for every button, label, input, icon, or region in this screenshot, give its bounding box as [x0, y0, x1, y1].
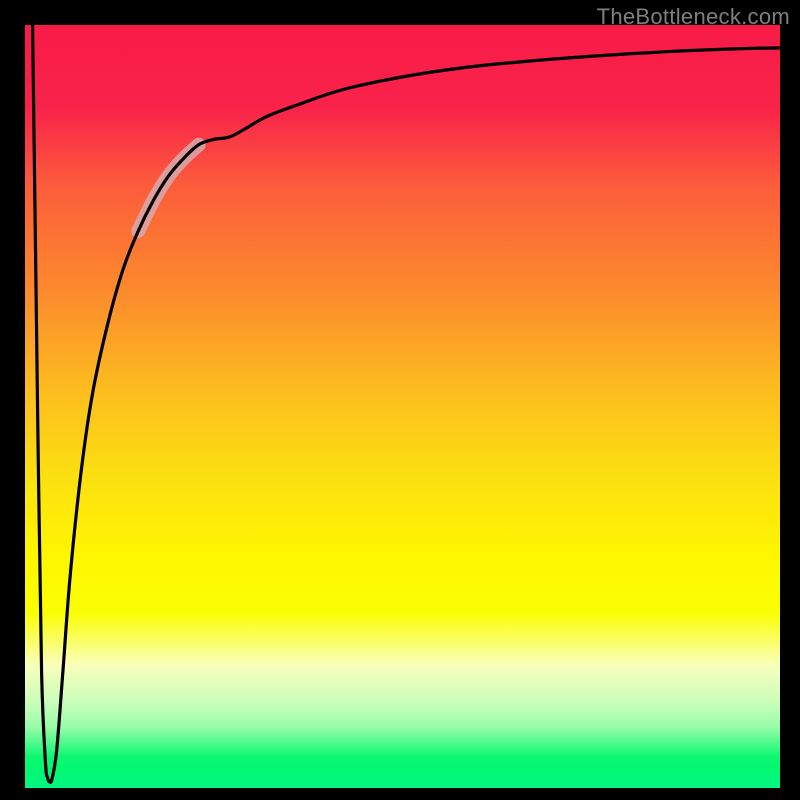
plot-area [25, 25, 780, 788]
chart-container: TheBottleneck.com [0, 0, 800, 800]
chart-svg [25, 25, 780, 788]
watermark-text: TheBottleneck.com [597, 4, 790, 30]
